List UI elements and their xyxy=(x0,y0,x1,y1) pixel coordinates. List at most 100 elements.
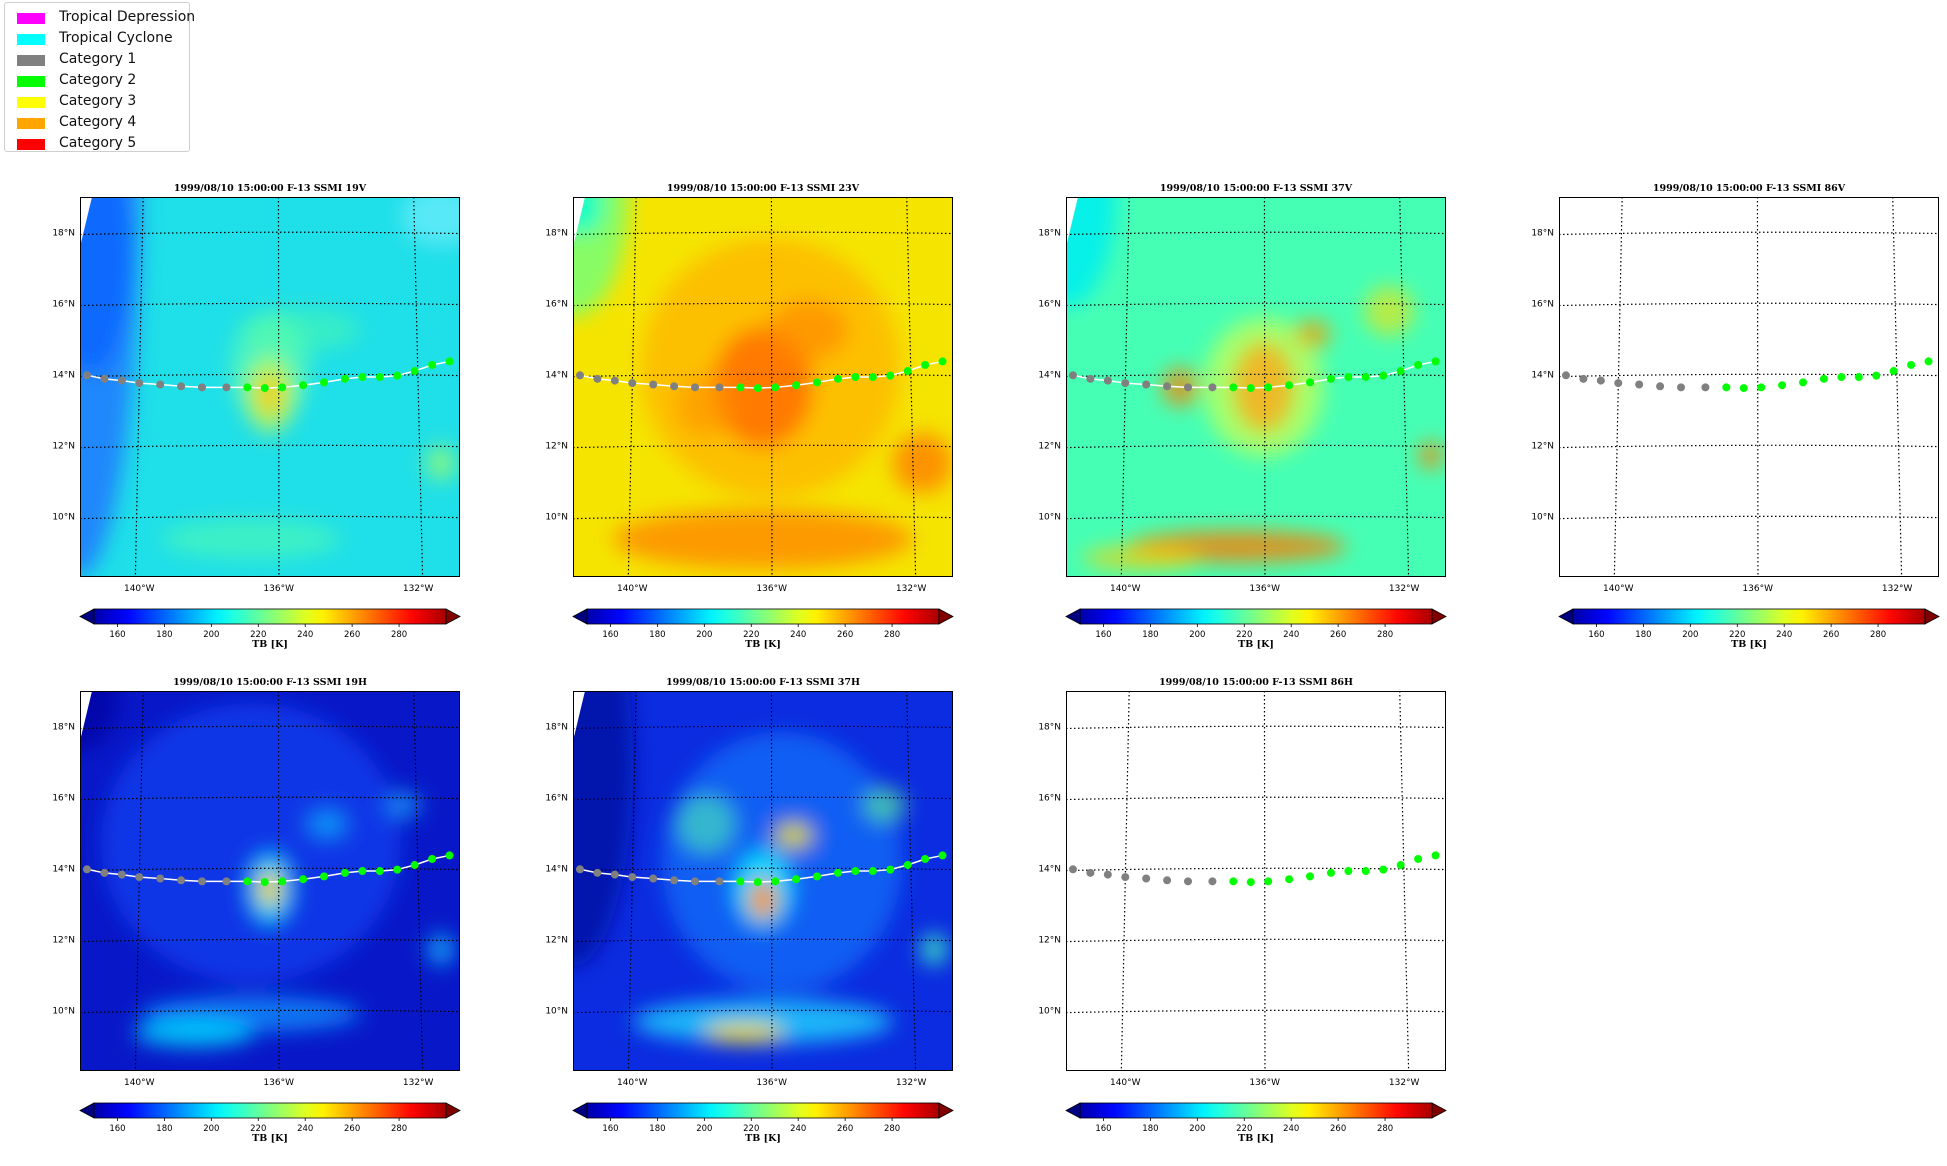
brightness-feature xyxy=(862,787,907,823)
track-point xyxy=(1121,873,1130,882)
track-point xyxy=(1757,383,1766,392)
lat-tick-label: 12°N xyxy=(1038,936,1061,946)
parallel-line xyxy=(80,231,460,236)
colorbar-label: TB [K] xyxy=(252,1133,288,1144)
lat-tick-label: 10°N xyxy=(1038,1007,1061,1017)
brightness-feature xyxy=(244,354,296,435)
brightness-feature xyxy=(134,1019,254,1047)
parallel-line xyxy=(573,867,953,872)
colorbar-under-arrow xyxy=(79,1102,95,1119)
track-point xyxy=(813,872,822,881)
track-point xyxy=(1208,383,1217,392)
track-point xyxy=(82,865,91,874)
track-point xyxy=(410,367,419,376)
colorbar-tick-label: 280 xyxy=(1377,630,1393,640)
lat-tick-label: 12°N xyxy=(545,442,568,452)
track-point xyxy=(156,874,165,883)
track-point xyxy=(670,382,679,391)
track-point xyxy=(1184,383,1193,392)
track-point xyxy=(1208,877,1217,886)
track-point xyxy=(1285,875,1294,884)
colorbar-tick-label: 260 xyxy=(344,1124,360,1134)
legend-swatch xyxy=(17,118,45,129)
track-point xyxy=(1344,373,1353,382)
colorbar-tick-label: 160 xyxy=(1095,630,1111,640)
track-point xyxy=(222,383,231,392)
colorbar-tick-label: 160 xyxy=(1095,1124,1111,1134)
lat-tick-label: 12°N xyxy=(1531,442,1554,452)
track-point xyxy=(921,360,930,369)
colorbar-over-arrow xyxy=(445,1102,461,1119)
brightness-feature xyxy=(773,821,814,850)
colorbar-tick-label: 220 xyxy=(743,630,759,640)
track-point xyxy=(1326,374,1335,383)
track-point xyxy=(1163,876,1172,885)
lon-tick-label: 140°W xyxy=(1110,1078,1141,1088)
track-point xyxy=(1379,371,1388,380)
colorbar-tick-label: 280 xyxy=(884,1124,900,1134)
track-point xyxy=(868,867,877,876)
colorbar-over-arrow xyxy=(445,608,461,625)
brightness-feature xyxy=(573,691,633,967)
track-point xyxy=(1264,877,1273,886)
colorbar-label: TB [K] xyxy=(745,1133,781,1144)
colorbar-under-arrow xyxy=(1065,1102,1081,1119)
track-point xyxy=(610,870,619,879)
track-point xyxy=(610,376,619,385)
panel-title: 1999/08/10 15:00:00 F-13 SSMI 37V xyxy=(1159,183,1353,194)
parallel-line xyxy=(80,515,460,520)
track-point xyxy=(903,367,912,376)
track-point xyxy=(1778,381,1787,390)
lon-tick-label: 136°W xyxy=(1249,1078,1280,1088)
lon-tick-label: 132°W xyxy=(1882,584,1913,594)
legend-label: Category 4 xyxy=(59,114,137,130)
colorbar xyxy=(1079,1102,1433,1119)
meridian-line xyxy=(906,691,917,1071)
lat-tick-label: 14°N xyxy=(1038,371,1061,381)
lon-tick-label: 132°W xyxy=(1389,584,1420,594)
map-frame xyxy=(80,691,460,1071)
track-point xyxy=(670,876,679,885)
track-point xyxy=(1086,868,1095,877)
brightness-feature xyxy=(713,327,813,447)
track-point xyxy=(1344,867,1353,876)
track-point xyxy=(691,877,700,886)
track-point xyxy=(1068,865,1077,874)
lon-tick-label: 136°W xyxy=(263,584,294,594)
map-frame xyxy=(1066,197,1446,577)
brightness-feature xyxy=(1364,286,1414,336)
track-point xyxy=(1264,383,1273,392)
map-plot: 10°N 12°N 14°N 16°N 18°N 140°W 136°W 132°W 160 18… xyxy=(1038,197,1447,640)
map-frame xyxy=(573,197,953,577)
lat-tick-label: 12°N xyxy=(52,442,75,452)
meridian-line xyxy=(1613,197,1623,577)
colorbar-label: TB [K] xyxy=(252,639,288,650)
lon-tick-label: 140°W xyxy=(617,1078,648,1088)
meridian-line xyxy=(770,691,773,1071)
colorbar-tick-label: 220 xyxy=(250,1124,266,1134)
track-point xyxy=(1361,867,1370,876)
parallel-line xyxy=(1066,1009,1446,1014)
lat-tick-label: 16°N xyxy=(545,300,568,310)
parallel-line xyxy=(80,725,460,730)
no-data-corner xyxy=(80,197,92,247)
track-point xyxy=(1924,357,1933,366)
brightness-feature xyxy=(427,933,455,966)
meridian-line xyxy=(413,197,424,577)
track-point xyxy=(851,373,860,382)
track-point xyxy=(715,877,724,886)
track-point xyxy=(1431,357,1440,366)
track-point xyxy=(393,371,402,380)
track-point xyxy=(1561,371,1570,380)
map-plot: 10°N 12°N 14°N 16°N 18°N 140°W 136°W 132°W 160 18… xyxy=(52,691,461,1134)
track-point xyxy=(753,878,762,887)
parallel-line xyxy=(1066,444,1446,449)
track-point xyxy=(753,384,762,393)
track-point xyxy=(833,868,842,877)
track-point xyxy=(1361,373,1370,382)
colorbar-label: TB [K] xyxy=(1238,639,1274,650)
lon-tick-label: 136°W xyxy=(756,584,787,594)
colorbar-tick-label: 240 xyxy=(297,630,313,640)
colorbar-under-arrow xyxy=(572,608,588,625)
brightness-feature xyxy=(80,197,132,374)
